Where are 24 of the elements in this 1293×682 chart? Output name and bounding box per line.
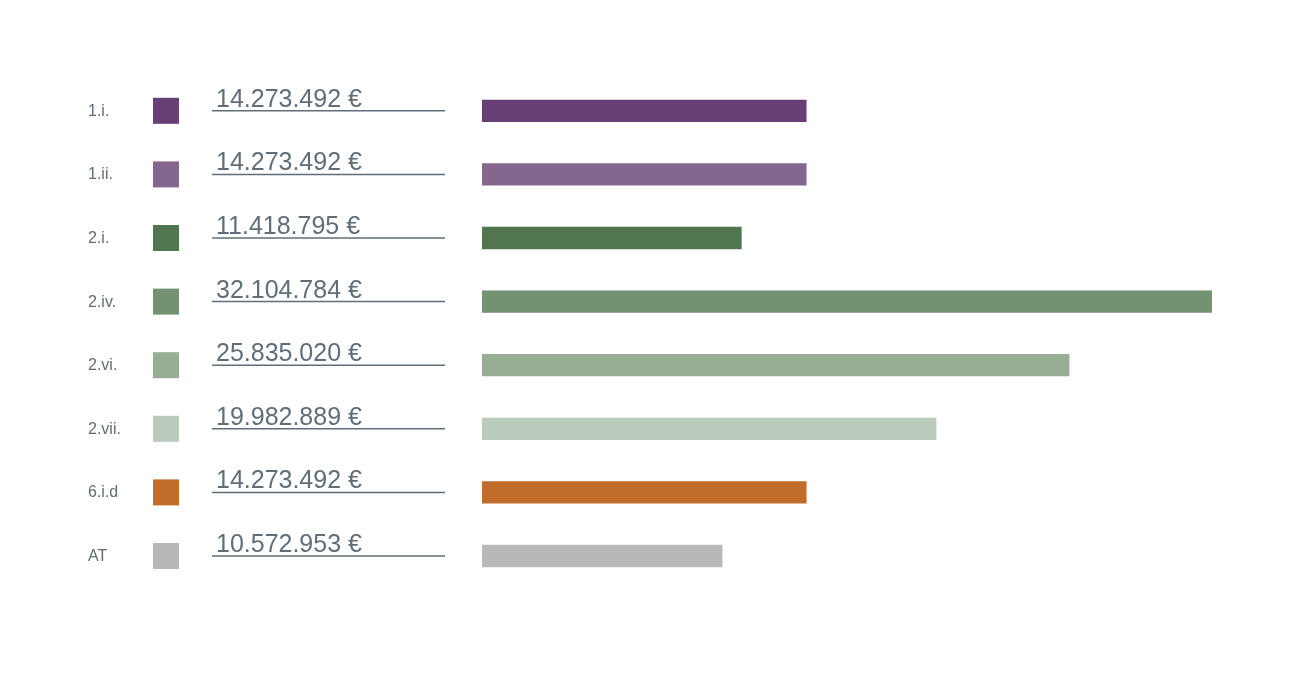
bar bbox=[482, 290, 1212, 313]
y-tick-label: 2.iv. bbox=[88, 292, 117, 310]
data-label: 10.572.953 € bbox=[216, 529, 362, 557]
data-label: 32.104.784 € bbox=[216, 274, 362, 303]
bar bbox=[482, 99, 807, 122]
data-label: 11.418.795 € bbox=[216, 211, 361, 239]
bar bbox=[482, 226, 742, 250]
data-label: 19.982.889 € bbox=[216, 401, 362, 430]
data-label: 14.273.492 € bbox=[216, 147, 362, 176]
bar bbox=[482, 163, 807, 186]
bar bbox=[482, 481, 807, 504]
bar bbox=[482, 417, 937, 440]
bar bbox=[482, 354, 1070, 377]
data-label: 25.835.020 € bbox=[216, 338, 362, 367]
data-label: 14.273.492 € bbox=[216, 83, 362, 112]
data-label: 14.273.492 € bbox=[216, 465, 362, 494]
bar bbox=[482, 544, 723, 568]
y-tick-label: 1.ii. bbox=[88, 165, 113, 183]
y-tick-label: 2.i. bbox=[88, 229, 110, 246]
y-tick-label: 2.vi. bbox=[88, 356, 118, 374]
y-tick-label: 1.i. bbox=[88, 101, 110, 119]
y-tick-label: AT bbox=[88, 547, 108, 564]
y-tick-label: 2.vii. bbox=[88, 419, 121, 437]
y-tick-label: 6.i.d bbox=[88, 483, 119, 501]
